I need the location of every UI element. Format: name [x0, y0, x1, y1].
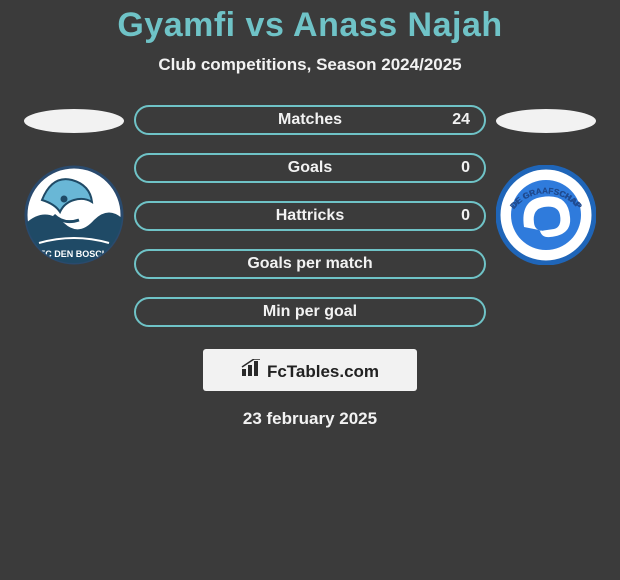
de-graafschap-logo-icon: DE GRAAFSCHAP DE GRAAFSCHAP: [496, 165, 596, 265]
stat-label: Hattricks: [136, 207, 484, 225]
player-right-name-pill: [496, 109, 596, 133]
stat-value-right: 24: [452, 111, 470, 129]
branding-box[interactable]: FcTables.com: [203, 349, 417, 391]
comparison-card: Gyamfi vs Anass Najah Club competitions,…: [0, 0, 620, 429]
main-row: FC DEN BOSCH Matches 24 Goals 0 Hattrick…: [0, 103, 620, 327]
stat-row-matches: Matches 24: [134, 105, 486, 135]
stat-label: Goals per match: [136, 255, 484, 273]
stat-label: Matches: [136, 111, 484, 129]
fc-den-bosch-logo-icon: FC DEN BOSCH: [24, 165, 124, 265]
player-left-column: FC DEN BOSCH: [14, 103, 134, 270]
stats-column: Matches 24 Goals 0 Hattricks 0 Goals per…: [134, 103, 486, 327]
player-right-column: DE GRAAFSCHAP DE GRAAFSCHAP: [486, 103, 606, 270]
stat-row-goals-per-match: Goals per match: [134, 249, 486, 279]
stat-value-right: 0: [461, 207, 470, 225]
stat-value-right: 0: [461, 159, 470, 177]
bar-chart-icon: [241, 359, 263, 377]
stat-label: Min per goal: [136, 303, 484, 321]
page-title: Gyamfi vs Anass Najah: [0, 6, 620, 45]
stat-label: Goals: [136, 159, 484, 177]
player-left-name-pill: [24, 109, 124, 133]
date-label: 23 february 2025: [0, 409, 620, 429]
subtitle: Club competitions, Season 2024/2025: [0, 55, 620, 75]
branding-link[interactable]: FcTables.com: [241, 359, 379, 382]
stat-row-hattricks: Hattricks 0: [134, 201, 486, 231]
club-logo-left: FC DEN BOSCH: [24, 165, 124, 270]
stat-row-min-per-goal: Min per goal: [134, 297, 486, 327]
branding-text: FcTables.com: [267, 362, 379, 382]
stat-row-goals: Goals 0: [134, 153, 486, 183]
club-logo-right: DE GRAAFSCHAP DE GRAAFSCHAP: [496, 165, 596, 270]
